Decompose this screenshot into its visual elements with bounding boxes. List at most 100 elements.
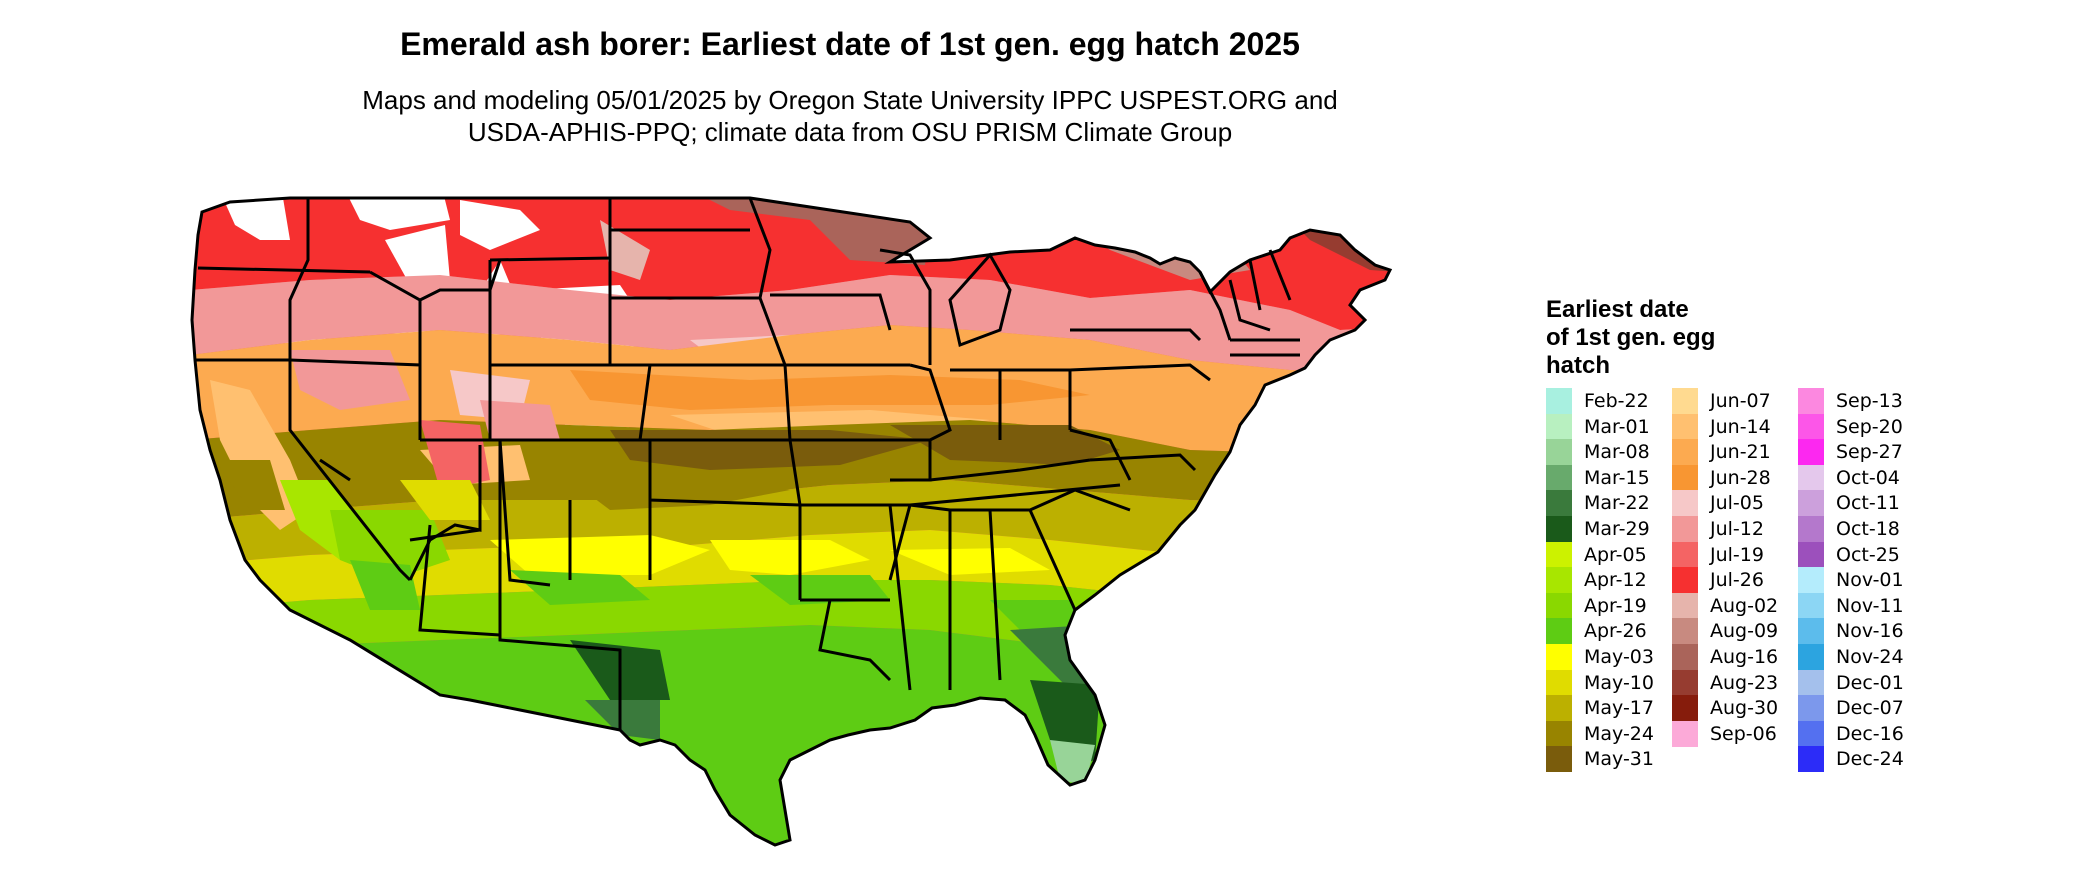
legend-label: May-17 xyxy=(1584,697,1654,720)
legend-label: Oct-25 xyxy=(1836,543,1900,566)
legend-label: Sep-13 xyxy=(1836,390,1903,412)
legend-label: Nov-11 xyxy=(1836,594,1904,617)
legend-item: Apr-19 xyxy=(1546,592,1647,619)
legend-item: Oct-18 xyxy=(1798,516,1900,542)
legend-item: Sep-20 xyxy=(1798,413,1903,440)
legend-title: Earliest date of 1st gen. egg hatch xyxy=(1546,296,1766,380)
legend-swatch xyxy=(1798,490,1824,517)
legend-swatch xyxy=(1546,720,1572,747)
legend-item: Mar-01 xyxy=(1546,413,1650,440)
legend-label: Sep-27 xyxy=(1836,441,1903,464)
legend-swatch xyxy=(1672,541,1698,568)
legend-swatch xyxy=(1546,541,1572,568)
legend-swatch xyxy=(1798,592,1824,619)
legend-item: Aug-09 xyxy=(1672,618,1778,645)
state-borders xyxy=(190,196,1393,847)
legend-item: Dec-16 xyxy=(1798,720,1904,747)
legend-item: May-24 xyxy=(1546,720,1654,747)
legend-swatch xyxy=(1672,644,1698,670)
legend-label: Oct-18 xyxy=(1836,518,1900,540)
legend-item: Nov-24 xyxy=(1798,644,1904,670)
legend-swatch xyxy=(1672,388,1698,414)
legend-swatch xyxy=(1546,746,1572,773)
legend-swatch xyxy=(1798,541,1824,568)
legend-item: Nov-16 xyxy=(1798,618,1904,645)
legend-item: Jul-05 xyxy=(1672,490,1764,517)
us-map xyxy=(190,196,1393,847)
legend-item: May-10 xyxy=(1546,669,1654,696)
legend-swatch xyxy=(1672,464,1698,491)
legend-label: Apr-12 xyxy=(1584,569,1647,592)
legend-item: Jun-07 xyxy=(1672,388,1771,414)
legend-label: Dec-07 xyxy=(1836,697,1904,720)
legend-item: Aug-02 xyxy=(1672,592,1778,619)
legend-swatch xyxy=(1672,618,1698,645)
map-title: Emerald ash borer: Earliest date of 1st … xyxy=(400,26,1300,62)
legend-item: Jul-26 xyxy=(1672,567,1764,594)
legend-swatch xyxy=(1798,669,1824,696)
legend-swatch xyxy=(1672,592,1698,619)
legend-item: Apr-26 xyxy=(1546,618,1647,645)
subtitle-line-2: USDA-APHIS-PPQ; climate data from OSU PR… xyxy=(467,117,1233,147)
legend-item: Jun-14 xyxy=(1672,413,1771,440)
legend-swatch xyxy=(1798,516,1824,542)
legend-swatch xyxy=(1798,720,1824,747)
legend-swatch xyxy=(1546,464,1572,491)
legend-title-line-1: Earliest date xyxy=(1546,296,1689,323)
legend-item: Mar-29 xyxy=(1546,516,1650,542)
legend-item: Sep-27 xyxy=(1798,439,1903,466)
legend-label: Mar-08 xyxy=(1584,441,1650,464)
legend-label: Dec-24 xyxy=(1836,748,1904,771)
legend-label: Jul-26 xyxy=(1710,569,1764,592)
legend-label: Dec-01 xyxy=(1836,671,1904,694)
legend-label: Jul-19 xyxy=(1710,543,1764,566)
legend-item: Dec-24 xyxy=(1798,746,1904,773)
legend-item: May-03 xyxy=(1546,644,1654,670)
legend-label: Oct-04 xyxy=(1836,466,1900,489)
legend-swatch xyxy=(1546,439,1572,466)
legend-label: Nov-24 xyxy=(1836,646,1904,668)
map-subtitle: Maps and modeling 05/01/2025 by Oregon S… xyxy=(180,84,1520,148)
legend-swatch xyxy=(1672,720,1698,747)
legend-item: Jul-12 xyxy=(1672,516,1764,542)
legend-swatch xyxy=(1672,413,1698,440)
legend-label: Jun-21 xyxy=(1710,441,1771,464)
legend-swatch xyxy=(1798,567,1824,594)
legend-item: Sep-06 xyxy=(1672,720,1777,747)
legend-item: Jun-28 xyxy=(1672,464,1771,491)
legend-item: Mar-08 xyxy=(1546,439,1650,466)
legend-swatch xyxy=(1798,439,1824,466)
legend-swatch xyxy=(1798,413,1824,440)
legend-label: Dec-16 xyxy=(1836,722,1904,745)
legend-label: Apr-26 xyxy=(1584,620,1647,643)
legend-swatch xyxy=(1798,464,1824,491)
legend-swatch xyxy=(1672,695,1698,722)
legend-swatch xyxy=(1798,388,1824,414)
legend-label: Jun-28 xyxy=(1710,466,1771,489)
legend-item: Aug-23 xyxy=(1672,669,1778,696)
legend-label: Nov-01 xyxy=(1836,569,1904,592)
hatch-date-raster xyxy=(192,198,1390,845)
legend-label: Mar-29 xyxy=(1584,518,1650,540)
legend-swatch xyxy=(1546,516,1572,542)
legend-label: Mar-15 xyxy=(1584,466,1650,489)
legend-label: Jul-12 xyxy=(1710,518,1764,540)
legend-item: Apr-12 xyxy=(1546,567,1647,594)
legend-item: Feb-22 xyxy=(1546,388,1649,414)
legend-label: Nov-16 xyxy=(1836,620,1904,643)
legend-swatch xyxy=(1798,644,1824,670)
legend-swatch xyxy=(1672,516,1698,542)
legend-label: Oct-11 xyxy=(1836,492,1900,515)
legend-item: Jun-21 xyxy=(1672,439,1771,466)
legend-item: Oct-25 xyxy=(1798,541,1900,568)
legend-title-line-2: of 1st gen. egg xyxy=(1546,324,1716,351)
legend-label: Aug-16 xyxy=(1710,646,1779,668)
legend-swatch xyxy=(1672,439,1698,466)
legend-swatch xyxy=(1672,567,1698,594)
legend-label: Feb-22 xyxy=(1584,390,1649,412)
legend-label: Sep-06 xyxy=(1710,722,1777,745)
legend-item: Nov-11 xyxy=(1798,592,1904,619)
legend-swatch xyxy=(1546,669,1572,696)
legend-label: Apr-19 xyxy=(1584,594,1647,617)
legend-label: Aug-30 xyxy=(1710,697,1779,720)
